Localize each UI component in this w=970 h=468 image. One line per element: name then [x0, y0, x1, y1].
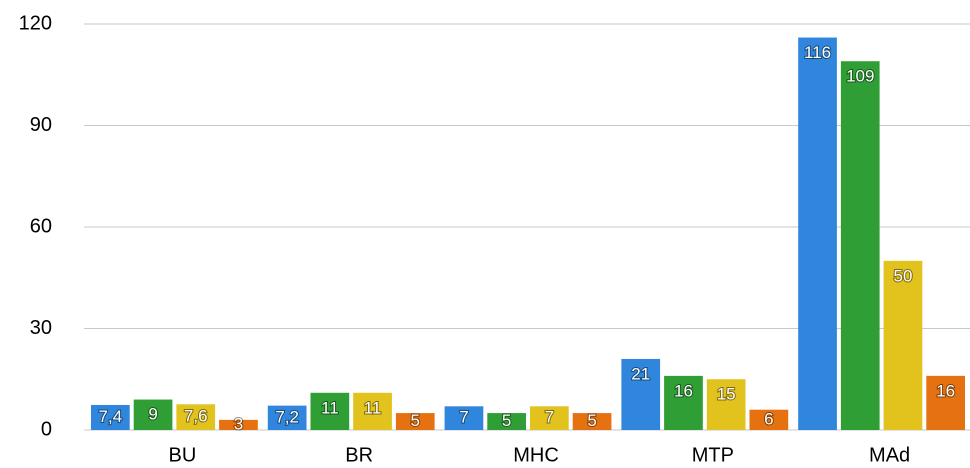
bar — [444, 406, 484, 430]
data-label: 16 — [936, 381, 955, 400]
data-label: 7,6 — [184, 407, 208, 426]
y-tick-label: 30 — [30, 317, 52, 339]
data-label: 9 — [148, 404, 157, 423]
data-label: 16 — [674, 381, 693, 400]
bar — [395, 413, 435, 430]
y-tick-label: 90 — [30, 114, 52, 136]
data-label: 7,4 — [99, 407, 123, 426]
bar — [91, 404, 130, 430]
bar — [353, 392, 392, 430]
bar — [706, 379, 746, 430]
bar — [883, 260, 923, 430]
bar — [621, 358, 661, 430]
y-tick-label: 0 — [41, 418, 52, 440]
data-label: 116 — [804, 43, 831, 62]
data-label: 15 — [717, 385, 736, 404]
bar — [749, 409, 789, 430]
bar — [926, 375, 965, 430]
bar — [219, 419, 258, 430]
bar — [176, 404, 216, 430]
bar — [267, 405, 307, 430]
data-label: 5 — [502, 411, 511, 430]
y-tick-label: 60 — [30, 215, 52, 237]
bar — [310, 392, 350, 430]
data-label: 21 — [631, 364, 650, 383]
bar — [798, 37, 837, 431]
data-label: 11 — [321, 398, 339, 417]
data-label: 7 — [545, 408, 554, 427]
x-tick-label: BR — [345, 444, 373, 466]
data-label: 7,2 — [275, 407, 299, 426]
data-label: 6 — [764, 409, 773, 428]
bar — [572, 413, 612, 430]
x-tick-label: MTP — [692, 444, 734, 466]
bar — [664, 375, 703, 430]
y-tick-label: 120 — [19, 12, 52, 34]
data-label: 50 — [893, 266, 912, 285]
data-label: 3 — [234, 414, 243, 433]
data-label: 5 — [411, 411, 420, 430]
data-label: 109 — [846, 67, 874, 86]
x-tick-label: MAd — [869, 444, 910, 466]
bar — [840, 61, 880, 430]
bar — [487, 413, 526, 430]
bar — [530, 406, 569, 430]
x-tick-label: BU — [169, 444, 197, 466]
data-label: 5 — [587, 411, 596, 430]
data-label: 11 — [364, 398, 382, 417]
bar — [133, 399, 173, 430]
data-label: 7 — [459, 408, 468, 427]
x-tick-label: MHC — [513, 444, 559, 466]
